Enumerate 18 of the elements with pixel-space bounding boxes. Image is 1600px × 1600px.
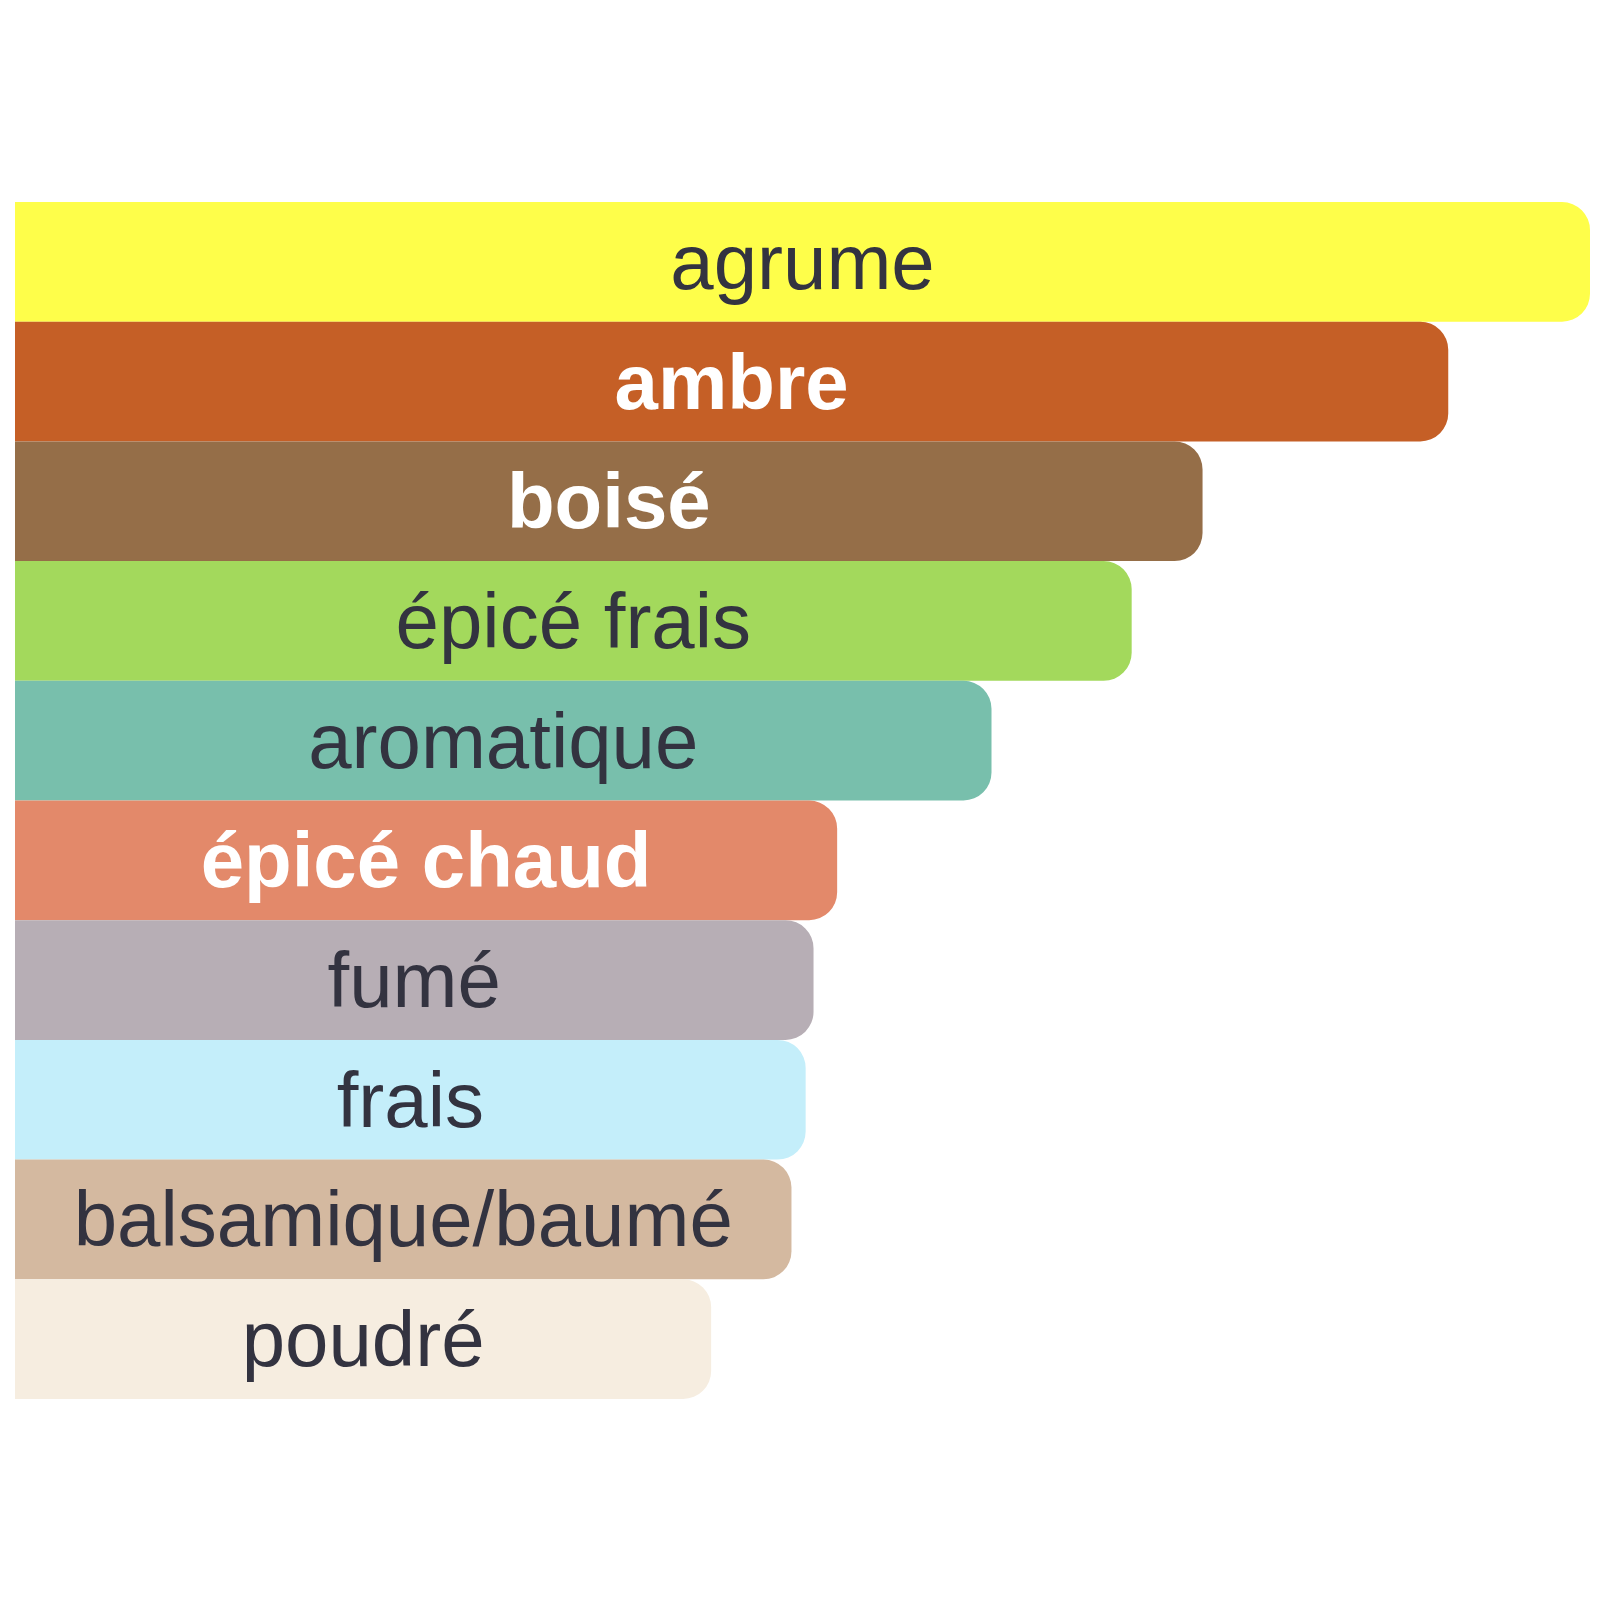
y-tick-label: ambre — [614, 337, 849, 426]
bar — [15, 920, 814, 1040]
bar — [15, 202, 1590, 322]
bar — [15, 321, 1449, 442]
y-tick-label: balsamique/baumé — [73, 1175, 733, 1264]
y-tick-label: fumé — [327, 936, 501, 1025]
y-tick-label: aromatique — [308, 696, 699, 785]
y-tick-label: épicé chaud — [200, 816, 652, 905]
y-tick-label: poudré — [241, 1295, 485, 1384]
bar — [15, 1279, 712, 1399]
bar — [15, 680, 992, 801]
y-tick-label: frais — [336, 1055, 484, 1144]
bar — [15, 441, 1203, 562]
y-tick-label: épicé frais — [395, 576, 752, 665]
y-tick-label: boisé — [506, 457, 711, 546]
bar — [15, 561, 1132, 681]
bar — [15, 1039, 806, 1160]
y-tick-label: agrume — [670, 217, 935, 306]
